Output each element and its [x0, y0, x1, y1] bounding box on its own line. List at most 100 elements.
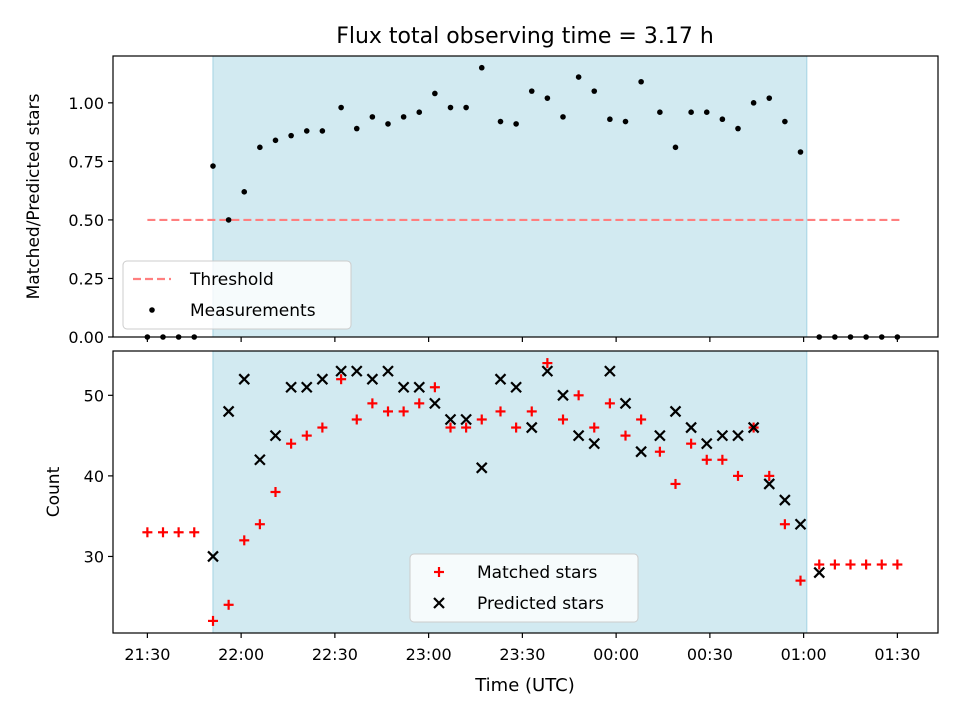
data-point-0-0	[319, 128, 326, 134]
data-point-1-1-b	[779, 494, 791, 506]
data-point-1-1-b	[494, 373, 507, 385]
data-point-1-0	[717, 454, 728, 465]
data-point-1-1	[572, 429, 585, 442]
data-point-0-0	[257, 144, 263, 151]
y-tick-label: 1.00	[68, 94, 104, 113]
data-point-0-0	[478, 64, 485, 71]
data-point-1-1	[763, 478, 776, 490]
data-point-1-1-b	[397, 381, 410, 394]
data-point-1-0	[876, 559, 887, 570]
data-point-1-1	[335, 365, 347, 377]
data-point-0-0	[513, 121, 519, 127]
data-point-1-1-b	[794, 518, 807, 531]
data-point-0-0	[528, 88, 535, 94]
data-point-1-1	[716, 429, 729, 442]
data-point-0-0	[622, 118, 629, 125]
data-point-0-0	[272, 137, 279, 144]
data-point-1-0	[795, 575, 806, 586]
data-point-1-1-b	[316, 373, 329, 385]
data-point-1-1	[813, 566, 826, 579]
legend-label: Measurements	[190, 301, 316, 321]
data-point-0-0	[560, 114, 566, 120]
y-tick-label: 50	[84, 386, 104, 405]
data-point-1-1-b	[444, 413, 457, 426]
legend-box	[122, 260, 352, 330]
data-point-1-0	[223, 599, 234, 610]
data-point-1-1-b	[635, 445, 647, 458]
data-point-1-0	[173, 527, 184, 538]
data-point-1-0	[476, 414, 487, 425]
data-point-1-1	[382, 365, 394, 377]
data-point-1-0	[526, 406, 537, 417]
data-point-1-0	[336, 374, 347, 385]
data-point-1-0	[845, 559, 856, 570]
data-point-1-0	[383, 406, 393, 417]
y-axis-label: Matched/Predicted stars	[24, 93, 44, 299]
data-point-1-0	[367, 398, 378, 409]
data-point-0-0	[657, 109, 663, 115]
data-point-1-1	[300, 381, 313, 394]
data-point-0-0	[766, 95, 773, 101]
data-point-1-1-b	[254, 453, 266, 466]
data-point-1-1	[619, 397, 632, 410]
data-point-1-0	[701, 454, 712, 465]
y-tick-label: 40	[84, 467, 104, 486]
data-point-1-0	[733, 470, 743, 481]
legend-label: Predicted stars	[477, 594, 604, 614]
data-point-1-1	[588, 437, 601, 450]
data-point-1-0	[317, 422, 328, 433]
x-tick-label: 23:30	[499, 645, 545, 664]
data-point-1-0	[636, 414, 647, 425]
data-point-1-1	[557, 389, 569, 402]
data-point-1-1-b	[525, 421, 538, 434]
data-point-1-0	[239, 535, 250, 546]
data-point-1-0	[573, 390, 584, 401]
data-point-1-1	[635, 445, 647, 458]
data-point-1-1-b	[700, 437, 713, 450]
data-point-1-1	[460, 413, 472, 426]
data-point-1-0	[779, 519, 790, 530]
data-point-1-1-b	[669, 405, 682, 418]
data-point-0-0	[497, 118, 504, 125]
data-point-1-1-b	[588, 437, 601, 450]
data-point-1-1	[525, 421, 538, 434]
data-point-1-0	[558, 414, 568, 425]
data-point-0-0	[288, 132, 294, 139]
legend-marker-b	[433, 597, 445, 609]
data-point-1-1-b	[654, 429, 666, 442]
data-point-1-1	[222, 405, 235, 418]
x-tick-label: 23:00	[406, 645, 452, 664]
data-point-0-0	[463, 104, 469, 111]
data-point-1-1-b	[366, 373, 379, 385]
x-tick-label: 00:30	[687, 645, 733, 664]
data-point-1-1-b	[460, 413, 472, 426]
data-point-0-0	[575, 74, 582, 80]
data-point-1-1-b	[222, 405, 235, 418]
data-point-1-1-b	[572, 429, 585, 442]
ratio-panel: 0.00 0.25 0.50 0.75 1.00 Matched/Predicted st…	[24, 55, 939, 347]
data-point-1-1-b	[269, 429, 282, 442]
data-point-1-1	[207, 550, 219, 563]
data-point-1-0	[892, 559, 903, 570]
data-point-1-1-b	[238, 373, 251, 385]
data-point-1-1	[429, 397, 441, 410]
data-point-1-1	[238, 373, 251, 385]
data-point-1-1	[366, 373, 379, 385]
data-point-0-0	[210, 163, 216, 169]
data-point-0-0	[782, 118, 788, 125]
data-point-0-0	[303, 128, 310, 134]
y-tick-label: 0.75	[68, 152, 104, 171]
data-point-0-0	[432, 90, 438, 97]
data-point-1-1	[794, 518, 807, 531]
legend-marker	[149, 307, 155, 313]
data-point-1-0	[814, 559, 825, 570]
data-point-1-1	[475, 462, 488, 474]
data-point-1-0	[495, 406, 506, 417]
data-point-0-0	[750, 100, 757, 106]
data-point-1-0	[301, 430, 312, 441]
data-point-1-0	[829, 559, 840, 570]
data-point-1-1	[700, 437, 713, 450]
data-point-1-1-b	[604, 365, 616, 377]
data-point-1-1-b	[685, 421, 697, 434]
